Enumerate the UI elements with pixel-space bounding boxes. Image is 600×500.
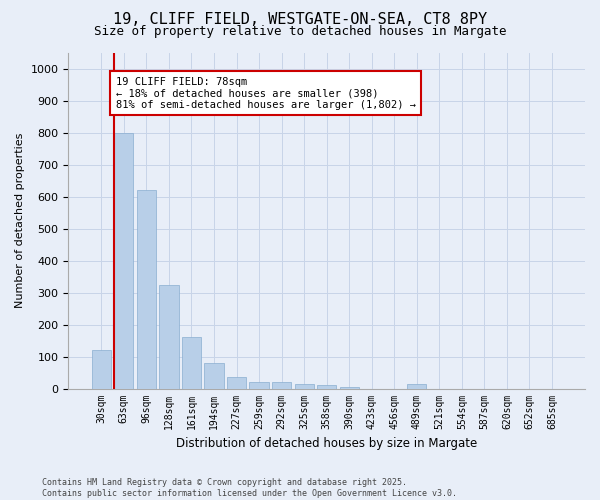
- X-axis label: Distribution of detached houses by size in Margate: Distribution of detached houses by size …: [176, 437, 477, 450]
- Bar: [92, 350, 111, 389]
- Text: 19 CLIFF FIELD: 78sqm
← 18% of detached houses are smaller (398)
81% of semi-det: 19 CLIFF FIELD: 78sqm ← 18% of detached …: [116, 76, 416, 110]
- Bar: [182, 338, 201, 388]
- Bar: [114, 132, 133, 388]
- Bar: [250, 382, 269, 388]
- Bar: [407, 384, 427, 388]
- Bar: [340, 387, 359, 388]
- Bar: [295, 384, 314, 388]
- Bar: [227, 378, 246, 388]
- Bar: [137, 190, 156, 388]
- Bar: [272, 382, 291, 388]
- Text: Size of property relative to detached houses in Margate: Size of property relative to detached ho…: [94, 25, 506, 38]
- Text: 19, CLIFF FIELD, WESTGATE-ON-SEA, CT8 8PY: 19, CLIFF FIELD, WESTGATE-ON-SEA, CT8 8P…: [113, 12, 487, 28]
- Bar: [205, 363, 224, 388]
- Bar: [317, 386, 336, 388]
- Text: Contains HM Land Registry data © Crown copyright and database right 2025.
Contai: Contains HM Land Registry data © Crown c…: [42, 478, 457, 498]
- Bar: [160, 284, 179, 389]
- Y-axis label: Number of detached properties: Number of detached properties: [15, 133, 25, 308]
